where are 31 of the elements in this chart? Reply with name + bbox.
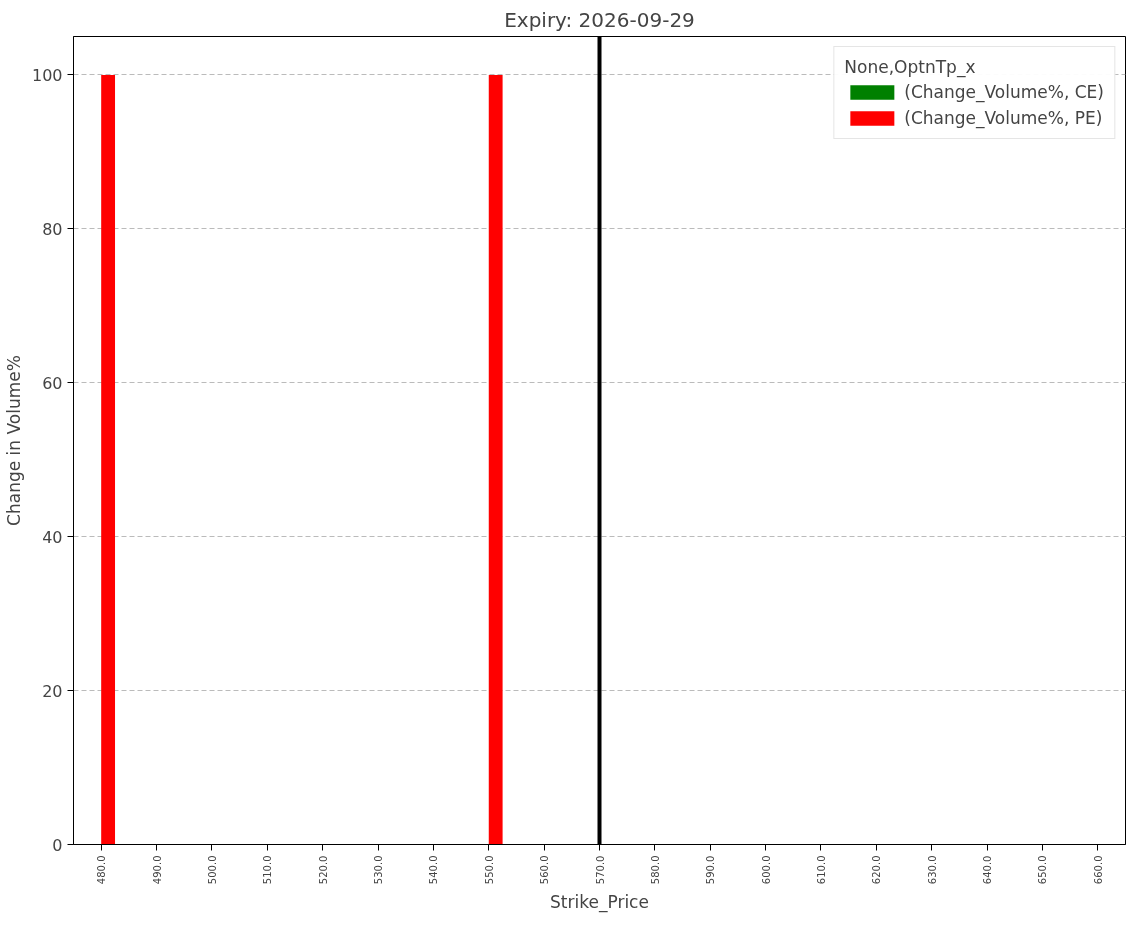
- legend-label: (Change_Volume%, CE): [904, 82, 1104, 102]
- x-tick-label: 570.0: [594, 855, 606, 885]
- x-tick-label: 640.0: [982, 855, 994, 885]
- y-tick-label: 60: [42, 373, 63, 393]
- x-tick-label: 610.0: [815, 855, 827, 885]
- legend-title: None,OptnTp_x: [844, 57, 977, 77]
- x-tick-label: 590.0: [705, 855, 717, 885]
- x-tick-label: 580.0: [649, 855, 661, 885]
- y-tick-label: 40: [42, 527, 63, 547]
- x-tick-label: 520.0: [317, 855, 329, 885]
- x-tick-label: 650.0: [1037, 855, 1049, 885]
- x-tick-label: 630.0: [926, 855, 938, 885]
- x-tick-label: 540.0: [428, 855, 440, 885]
- x-tick-label: 530.0: [373, 855, 385, 885]
- x-tick-label: 500.0: [206, 855, 218, 885]
- x-axis-title: Strike_Price: [550, 892, 649, 914]
- legend-label: (Change_Volume%, PE): [904, 108, 1103, 128]
- x-tick-label: 550.0: [483, 855, 495, 885]
- x-tick-label: 620.0: [871, 855, 883, 885]
- x-tick-label: 480.0: [96, 855, 108, 885]
- y-tick-label: 20: [42, 681, 63, 701]
- x-tick-label: 510.0: [262, 855, 274, 885]
- y-tick-label: 100: [31, 65, 63, 85]
- x-tick-label: 490.0: [151, 855, 163, 885]
- y-tick-label: 0: [52, 835, 63, 855]
- y-axis-title: Change in Volume%: [3, 355, 24, 526]
- y-tick-label: 80: [42, 219, 63, 239]
- chart-title: Expiry: 2026-09-29: [504, 7, 695, 32]
- x-tick-label: 560.0: [539, 855, 551, 885]
- x-tick-label: 600.0: [760, 855, 772, 885]
- x-tick-label: 660.0: [1092, 855, 1104, 885]
